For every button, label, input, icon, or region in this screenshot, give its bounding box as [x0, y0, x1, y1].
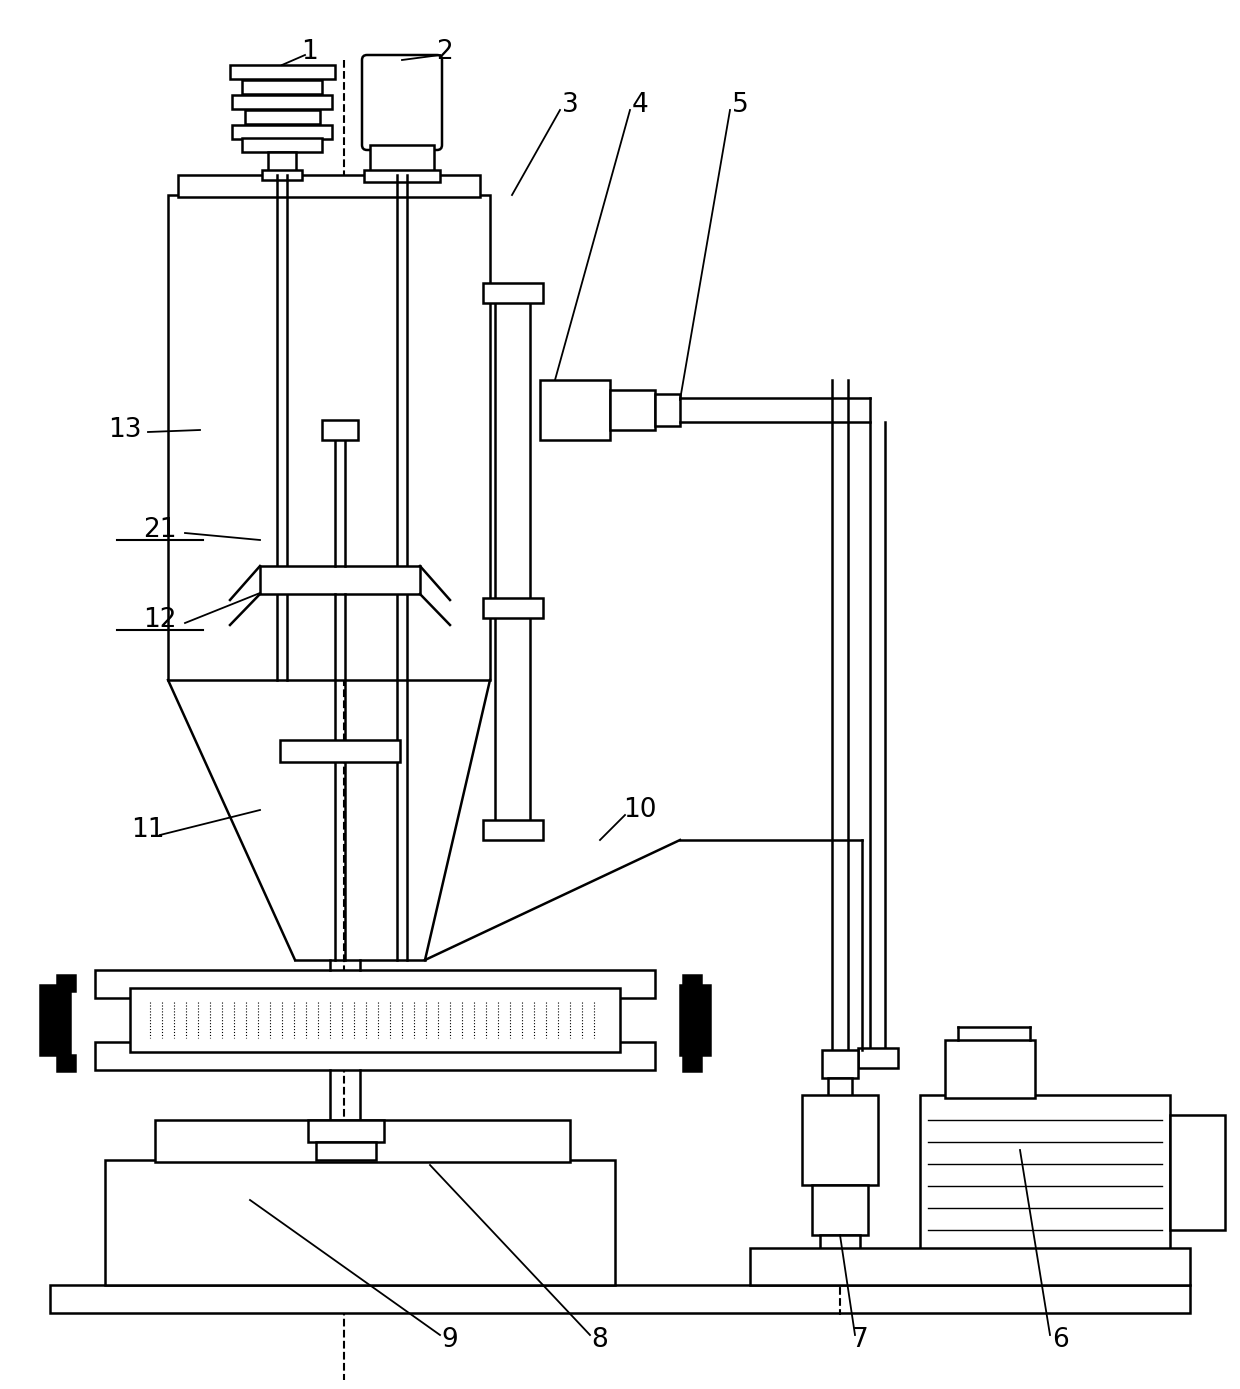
Bar: [484, 283, 543, 303]
Bar: [57, 975, 74, 990]
Bar: [680, 985, 711, 1056]
Text: 11: 11: [131, 817, 165, 843]
Bar: [95, 970, 655, 999]
Text: 2: 2: [436, 39, 454, 65]
Bar: [268, 151, 296, 176]
Bar: [280, 740, 401, 763]
Text: 5: 5: [732, 92, 749, 118]
Bar: [322, 419, 358, 440]
Bar: [232, 125, 332, 139]
Bar: [232, 94, 332, 108]
Bar: [812, 1185, 868, 1235]
Bar: [802, 1095, 878, 1185]
Text: 3: 3: [562, 92, 578, 118]
Bar: [683, 975, 701, 990]
Text: 6: 6: [1052, 1326, 1069, 1353]
Bar: [365, 169, 440, 182]
Bar: [57, 1056, 74, 1071]
Bar: [1171, 1115, 1225, 1231]
Bar: [828, 1078, 852, 1096]
Bar: [370, 144, 434, 174]
Bar: [858, 1047, 898, 1068]
Text: 10: 10: [624, 797, 657, 824]
Text: 1: 1: [301, 39, 319, 65]
Bar: [130, 988, 620, 1051]
Text: 4: 4: [631, 92, 649, 118]
Bar: [229, 65, 335, 79]
Text: 9: 9: [441, 1326, 459, 1353]
Bar: [155, 1120, 570, 1163]
Bar: [495, 294, 529, 835]
Bar: [50, 1285, 1190, 1313]
Bar: [945, 1040, 1035, 1097]
Text: 8: 8: [591, 1326, 609, 1353]
Bar: [484, 820, 543, 840]
Bar: [484, 599, 543, 618]
Bar: [242, 138, 322, 151]
Bar: [179, 175, 480, 197]
Bar: [920, 1095, 1171, 1250]
Bar: [167, 194, 490, 681]
Bar: [95, 1042, 655, 1070]
Bar: [246, 110, 320, 124]
Text: 21: 21: [144, 517, 177, 543]
Bar: [750, 1247, 1190, 1285]
Bar: [539, 381, 610, 440]
Bar: [655, 394, 680, 426]
Bar: [262, 169, 303, 181]
Bar: [242, 81, 322, 94]
Bar: [40, 985, 69, 1056]
Bar: [105, 1160, 615, 1285]
FancyBboxPatch shape: [362, 56, 441, 150]
Bar: [683, 1056, 701, 1071]
Text: 7: 7: [852, 1326, 868, 1353]
Bar: [820, 1235, 861, 1265]
Bar: [610, 390, 655, 431]
Text: 12: 12: [144, 607, 177, 633]
Bar: [260, 565, 420, 594]
Bar: [316, 1142, 376, 1160]
Bar: [308, 1120, 384, 1142]
Bar: [822, 1050, 858, 1078]
Text: 13: 13: [108, 417, 141, 443]
